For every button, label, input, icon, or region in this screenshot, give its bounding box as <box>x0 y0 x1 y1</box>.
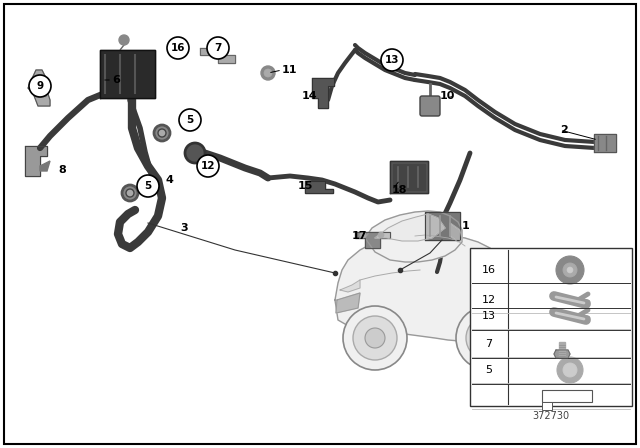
Circle shape <box>158 129 166 137</box>
Text: 5: 5 <box>145 181 152 191</box>
Circle shape <box>122 185 138 201</box>
Circle shape <box>567 267 573 273</box>
Circle shape <box>264 69 272 77</box>
Circle shape <box>343 306 407 370</box>
Text: 8: 8 <box>58 165 66 175</box>
Circle shape <box>179 109 201 131</box>
Polygon shape <box>336 293 360 313</box>
Polygon shape <box>40 161 50 171</box>
Polygon shape <box>542 390 592 402</box>
Text: 16: 16 <box>171 43 185 53</box>
Polygon shape <box>594 134 616 152</box>
Circle shape <box>154 125 170 141</box>
Circle shape <box>378 232 384 238</box>
Polygon shape <box>340 280 360 292</box>
Polygon shape <box>120 40 128 50</box>
Polygon shape <box>393 164 425 190</box>
Circle shape <box>167 37 189 59</box>
Circle shape <box>185 143 205 163</box>
Text: 4: 4 <box>165 175 173 185</box>
Circle shape <box>29 75 51 97</box>
FancyBboxPatch shape <box>420 96 440 116</box>
Polygon shape <box>200 48 235 63</box>
Circle shape <box>456 306 520 370</box>
Text: 2: 2 <box>560 125 568 135</box>
Polygon shape <box>542 402 552 410</box>
Circle shape <box>360 232 366 238</box>
Text: 14: 14 <box>302 91 317 101</box>
Polygon shape <box>425 212 460 240</box>
Polygon shape <box>450 223 462 242</box>
Circle shape <box>557 357 583 383</box>
Polygon shape <box>25 146 47 176</box>
Circle shape <box>207 37 229 59</box>
Circle shape <box>261 66 275 80</box>
Polygon shape <box>312 78 334 108</box>
Circle shape <box>381 49 403 71</box>
Polygon shape <box>365 211 462 262</box>
Text: 9: 9 <box>36 81 44 91</box>
Polygon shape <box>390 161 428 193</box>
Text: 12: 12 <box>482 295 496 305</box>
Text: 5: 5 <box>486 365 493 375</box>
Polygon shape <box>36 90 46 96</box>
Circle shape <box>126 189 134 197</box>
Text: 372730: 372730 <box>532 411 570 421</box>
Text: 12: 12 <box>201 161 215 171</box>
Circle shape <box>556 256 584 284</box>
Circle shape <box>137 175 159 197</box>
Polygon shape <box>305 181 333 193</box>
Circle shape <box>563 263 577 277</box>
Text: 3: 3 <box>180 223 188 233</box>
Polygon shape <box>355 232 390 248</box>
Circle shape <box>353 316 397 360</box>
Text: 5: 5 <box>186 115 194 125</box>
Polygon shape <box>559 342 565 358</box>
Circle shape <box>119 35 129 45</box>
FancyBboxPatch shape <box>470 248 632 406</box>
Text: 1: 1 <box>462 221 470 231</box>
Text: 11: 11 <box>282 65 298 75</box>
Polygon shape <box>100 50 155 98</box>
Circle shape <box>365 328 385 348</box>
Text: 15: 15 <box>298 181 314 191</box>
Polygon shape <box>335 235 510 342</box>
Circle shape <box>478 328 498 348</box>
Text: 7: 7 <box>214 43 221 53</box>
Text: 10: 10 <box>440 91 455 101</box>
Text: 6: 6 <box>112 75 120 85</box>
Text: 13: 13 <box>385 55 399 65</box>
Text: 7: 7 <box>485 339 493 349</box>
Text: 13: 13 <box>482 311 496 321</box>
Text: 17: 17 <box>352 231 367 241</box>
Polygon shape <box>28 70 50 106</box>
Polygon shape <box>375 214 445 241</box>
Text: 16: 16 <box>482 265 496 275</box>
Circle shape <box>197 155 219 177</box>
Circle shape <box>563 363 577 377</box>
Text: 18: 18 <box>392 185 408 195</box>
Polygon shape <box>554 350 570 358</box>
Circle shape <box>466 316 510 360</box>
